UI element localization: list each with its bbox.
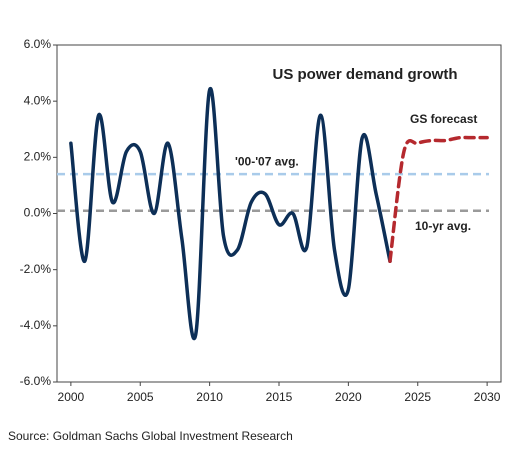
y-tick-label: -4.0% (20, 318, 52, 332)
y-tick-label: 0.0% (24, 206, 52, 220)
x-tick-label: 2000 (58, 390, 85, 404)
y-tick-label: -6.0% (20, 374, 52, 388)
x-tick-label: 2015 (266, 390, 293, 404)
y-tick-label: -2.0% (20, 262, 52, 276)
series-line (69, 86, 392, 341)
y-tick-label: 2.0% (24, 150, 52, 164)
series-line (388, 135, 489, 263)
x-tick-label: 2005 (127, 390, 154, 404)
source-note: Source: Goldman Sachs Global Investment … (8, 429, 293, 443)
x-tick-label: 2020 (335, 390, 362, 404)
x-tick-label: 2030 (474, 390, 501, 404)
reference-label: '00-'07 avg. (235, 154, 299, 168)
y-tick-label: 6.0% (24, 37, 52, 51)
plot-frame (56, 44, 502, 383)
x-tick-label: 2010 (196, 390, 223, 404)
legend-label: GS forecast (410, 112, 477, 126)
x-tick-label: 2025 (404, 390, 431, 404)
y-tick-label: 4.0% (24, 93, 52, 107)
reference-label: 10-yr avg. (415, 219, 471, 233)
chart-title: US power demand growth (272, 66, 457, 83)
